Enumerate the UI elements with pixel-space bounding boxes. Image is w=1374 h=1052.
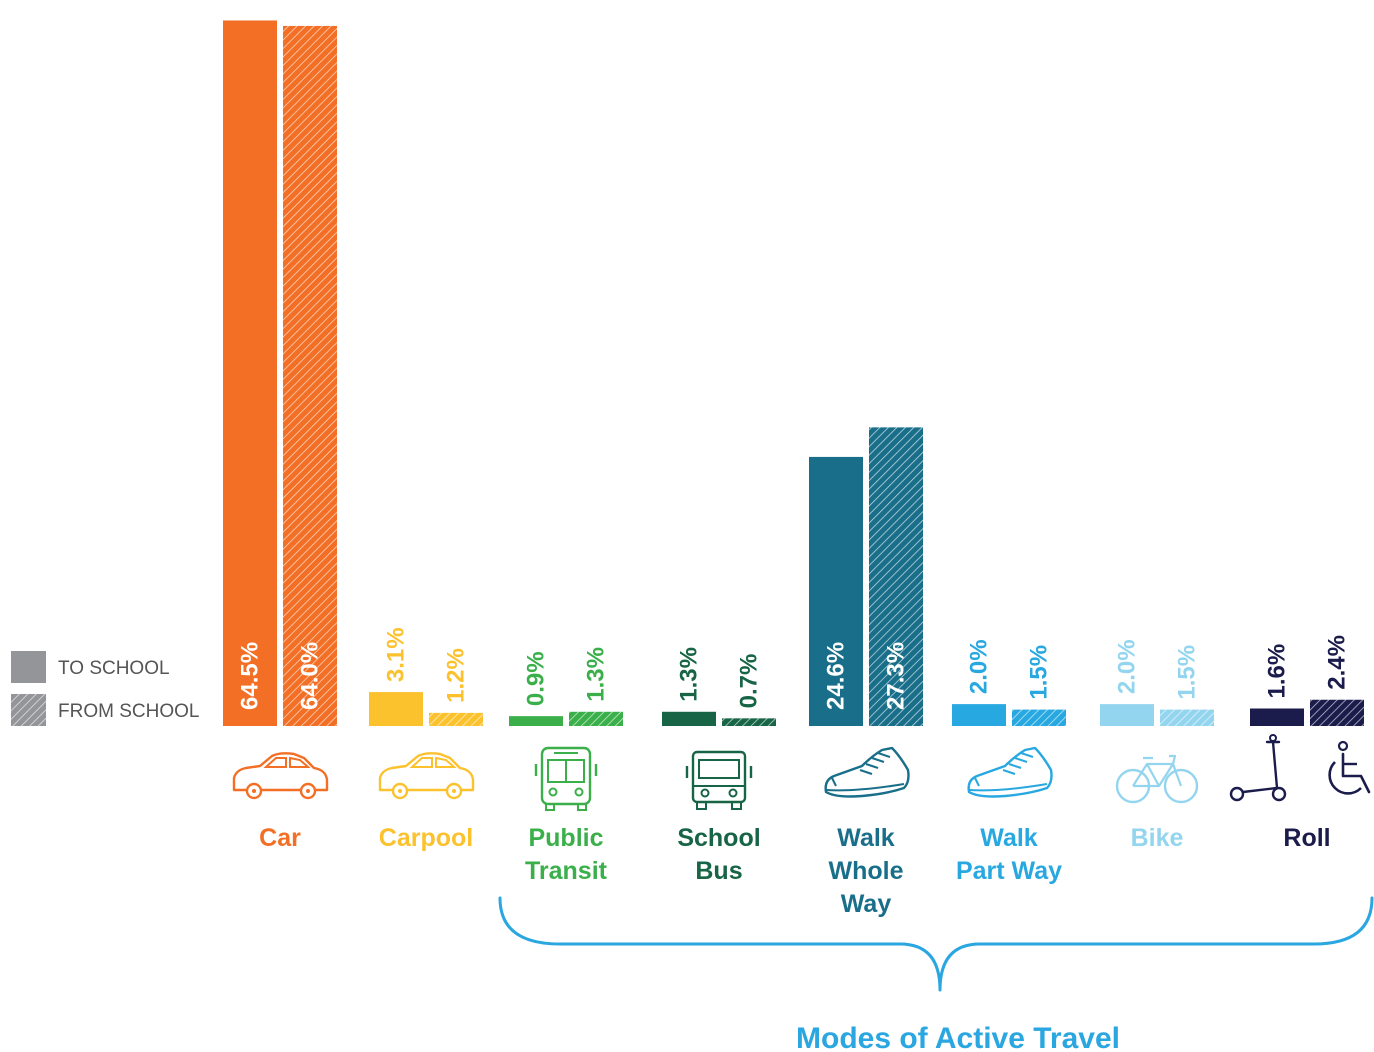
bar-walk-part-way-to-school bbox=[952, 704, 1006, 726]
value-label-walk-whole-way-from-school: 27.3% bbox=[883, 642, 910, 710]
bar-school-bus-from-school bbox=[722, 718, 776, 726]
bar-roll-from-school bbox=[1310, 700, 1364, 726]
value-label-bike-to-school: 2.0% bbox=[1114, 639, 1141, 694]
value-label-carpool-to-school: 3.1% bbox=[383, 627, 410, 682]
bars: 64.5% 64.0% 3.1% 1.2% 0.9% 1.3% 1.3% 0.7% 24.6% 2… bbox=[223, 20, 1364, 726]
category-label-car: Car bbox=[259, 824, 301, 852]
value-label-school-bus-from-school: 0.7% bbox=[736, 654, 763, 709]
value-label-walk-part-way-to-school: 2.0% bbox=[966, 639, 993, 694]
category-label-school-bus: School Bus bbox=[677, 824, 760, 885]
legend-swatch-from-school bbox=[11, 694, 46, 726]
legend-label-from-school: FROM SCHOOL bbox=[58, 701, 199, 722]
sneaker-icon bbox=[969, 748, 1052, 797]
category-label-roll: Roll bbox=[1283, 824, 1330, 852]
bar-car-from-school bbox=[283, 26, 337, 726]
bar-public-transit-to-school bbox=[509, 716, 563, 726]
bar-bike-to-school bbox=[1100, 704, 1154, 726]
value-label-roll-to-school: 1.6% bbox=[1264, 644, 1291, 699]
value-label-car-from-school: 64.0% bbox=[297, 642, 324, 710]
category-label-public-transit: Public Transit bbox=[525, 824, 608, 885]
annotation-label: Modes of Active Travel bbox=[796, 1022, 1120, 1052]
legend-swatch-to-school bbox=[11, 651, 46, 683]
value-label-bike-from-school: 1.5% bbox=[1174, 645, 1201, 700]
wheelchair-icon bbox=[1330, 742, 1369, 793]
value-label-walk-whole-way-to-school: 24.6% bbox=[823, 642, 850, 710]
category-label-walk-part-way: Walk Part Way bbox=[956, 824, 1062, 885]
category-label-walk-whole-way: Walk Whole Way bbox=[829, 824, 904, 918]
value-label-car-to-school: 64.5% bbox=[237, 642, 264, 710]
bar-car-to-school bbox=[223, 20, 277, 726]
car-icon bbox=[234, 753, 327, 798]
value-label-walk-part-way-from-school: 1.5% bbox=[1026, 645, 1053, 700]
value-label-school-bus-to-school: 1.3% bbox=[676, 647, 703, 702]
category-label-carpool: Carpool bbox=[379, 824, 473, 852]
bar-carpool-from-school bbox=[429, 713, 483, 726]
legend: TO SCHOOL FROM SCHOOL bbox=[11, 651, 199, 726]
bus-icon bbox=[536, 748, 596, 810]
category-labels: Car Carpool Public Transit School Bus Walk Whol… bbox=[259, 824, 1330, 918]
value-label-public-transit-from-school: 1.3% bbox=[583, 647, 610, 702]
category-icons bbox=[234, 735, 1369, 810]
value-label-roll-from-school: 2.4% bbox=[1324, 635, 1351, 690]
car-icon bbox=[380, 753, 473, 798]
bar-walk-part-way-from-school bbox=[1012, 710, 1066, 726]
bar-roll-to-school bbox=[1250, 708, 1304, 726]
bar-school-bus-to-school bbox=[662, 712, 716, 726]
bar-public-transit-from-school bbox=[569, 712, 623, 726]
bicycle-icon bbox=[1117, 756, 1197, 802]
bar-bike-from-school bbox=[1160, 710, 1214, 726]
school-bus-icon bbox=[687, 752, 751, 809]
brace-path bbox=[500, 898, 1372, 990]
bar-carpool-to-school bbox=[369, 692, 423, 726]
category-label-bike: Bike bbox=[1131, 824, 1184, 852]
active-travel-brace: Modes of Active Travel bbox=[500, 898, 1372, 1052]
sneaker-icon bbox=[826, 748, 909, 797]
value-label-public-transit-to-school: 0.9% bbox=[523, 651, 550, 706]
legend-label-to-school: TO SCHOOL bbox=[58, 658, 170, 679]
value-label-carpool-from-school: 1.2% bbox=[443, 648, 470, 703]
scooter-icon bbox=[1231, 735, 1285, 800]
